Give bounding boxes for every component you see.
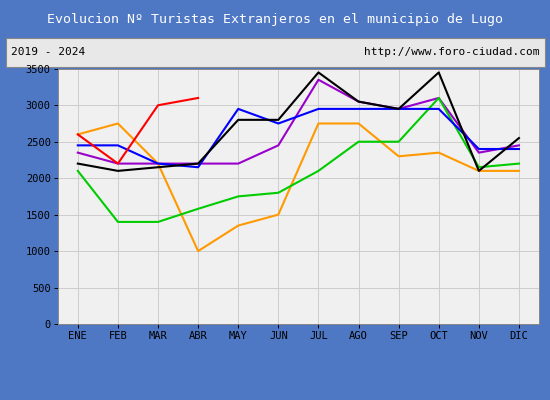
Text: http://www.foro-ciudad.com: http://www.foro-ciudad.com	[364, 47, 539, 57]
Text: Evolucion Nº Turistas Extranjeros en el municipio de Lugo: Evolucion Nº Turistas Extranjeros en el …	[47, 12, 503, 26]
Text: 2019 - 2024: 2019 - 2024	[11, 47, 85, 57]
